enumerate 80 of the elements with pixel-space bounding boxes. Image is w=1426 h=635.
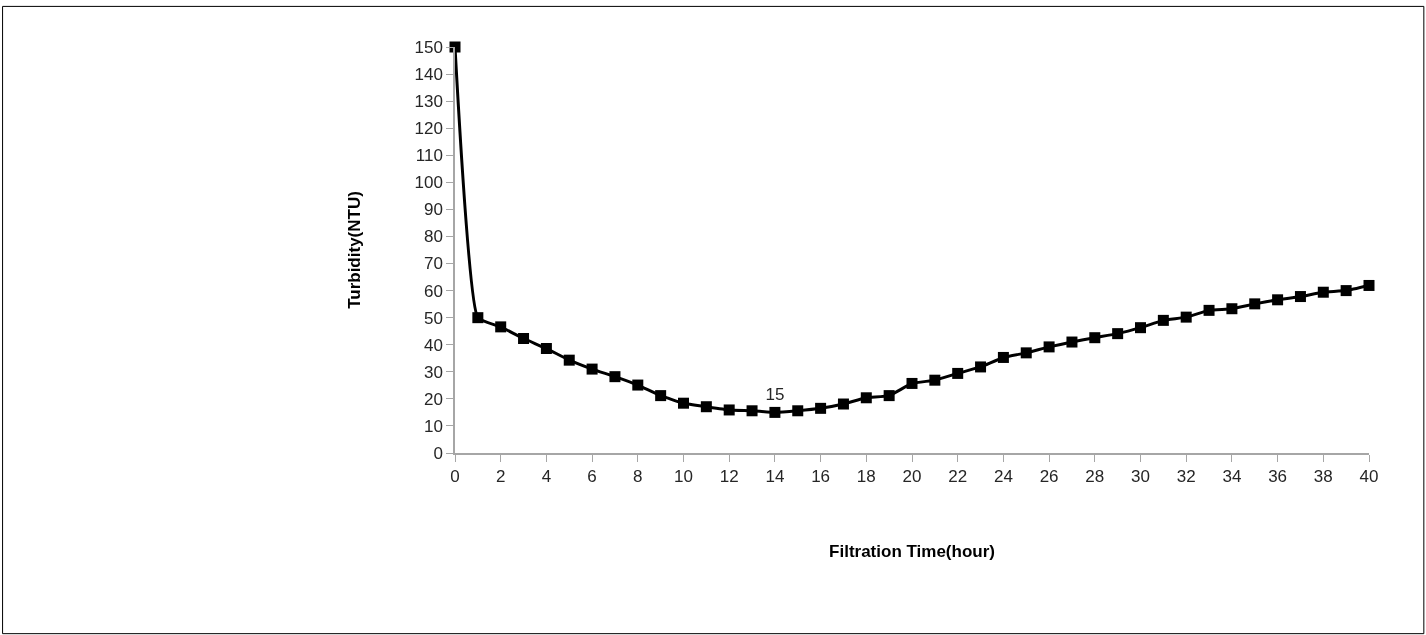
point [1089, 332, 1101, 344]
point [723, 404, 735, 416]
y-tick-label: 50 [423, 308, 443, 328]
x-tick-label: 22 [948, 467, 968, 487]
x-tick-label: 28 [1085, 467, 1105, 487]
y-tick-label: 130 [414, 92, 443, 112]
data-label: 15 [765, 385, 785, 405]
point [883, 390, 895, 402]
point [1157, 314, 1169, 326]
point [1294, 291, 1306, 303]
point [1066, 336, 1078, 348]
x-tick-label: 26 [1039, 467, 1059, 487]
point [1317, 286, 1329, 298]
x-tick-label: 30 [1131, 467, 1150, 487]
point [975, 361, 987, 373]
point [1249, 298, 1261, 310]
x-tick-label: 12 [719, 467, 739, 487]
point [952, 367, 964, 379]
y-tick-label: 140 [414, 65, 443, 85]
point [860, 392, 872, 404]
point [609, 371, 621, 383]
point [518, 333, 530, 345]
x-axis-title: Filtration Time(hour) [829, 542, 995, 562]
point [472, 312, 484, 324]
y-tick-label: 0 [433, 443, 443, 463]
x-tick-label: 36 [1268, 467, 1288, 487]
point [1020, 347, 1032, 359]
y-tick-label: 80 [423, 227, 443, 247]
x-tick-label: 24 [993, 467, 1013, 487]
point [929, 374, 941, 386]
x-tick-label: 10 [674, 467, 693, 487]
y-tick-label: 40 [423, 335, 443, 355]
point [678, 397, 689, 409]
y-tick-label: 100 [414, 173, 443, 193]
point [837, 398, 849, 410]
y-tick-label: 90 [423, 200, 443, 220]
x-tick-label: 38 [1313, 467, 1333, 487]
point [1112, 328, 1124, 340]
y-tick-label: 70 [423, 254, 443, 274]
point [997, 351, 1009, 363]
point [632, 379, 644, 391]
point [1043, 341, 1055, 353]
x-tick-label: 34 [1222, 467, 1242, 487]
x-tick-label: 20 [902, 467, 922, 487]
point [540, 343, 552, 355]
y-tick-label: 60 [423, 281, 443, 301]
y-tick-label: 150 [414, 37, 443, 57]
x-tick-label: 8 [633, 467, 643, 487]
x-tick-label: 16 [811, 467, 831, 487]
x-tick-label: 6 [587, 467, 597, 487]
x-tick-label: 0 [450, 467, 460, 487]
point [563, 354, 575, 366]
point [1272, 294, 1284, 306]
point [586, 363, 598, 375]
x-tick-label: 18 [856, 467, 876, 487]
x-tick-label: 14 [765, 467, 785, 487]
x-tick-label: 2 [495, 467, 506, 487]
y-axis-title: Turbidity(NTU) [344, 191, 364, 309]
y-tick-label: 110 [415, 146, 443, 166]
point [655, 390, 667, 402]
point [1226, 303, 1238, 315]
point [700, 401, 712, 413]
point [906, 377, 918, 389]
point [815, 402, 827, 414]
point [792, 405, 804, 417]
point [1363, 279, 1375, 291]
point [1135, 322, 1146, 334]
y-tick-label: 20 [423, 389, 443, 409]
y-tick-label: 120 [414, 119, 443, 139]
point [1340, 285, 1352, 297]
x-tick-label: 4 [541, 467, 552, 487]
y-tick-label: 30 [423, 362, 443, 382]
point [495, 321, 507, 333]
point [746, 405, 758, 417]
x-tick-label: 40 [1359, 467, 1379, 487]
point [769, 406, 781, 418]
x-tick-label: 32 [1176, 467, 1196, 487]
y-tick-label: 10 [423, 416, 443, 436]
point [1203, 304, 1215, 316]
point [1180, 311, 1192, 323]
